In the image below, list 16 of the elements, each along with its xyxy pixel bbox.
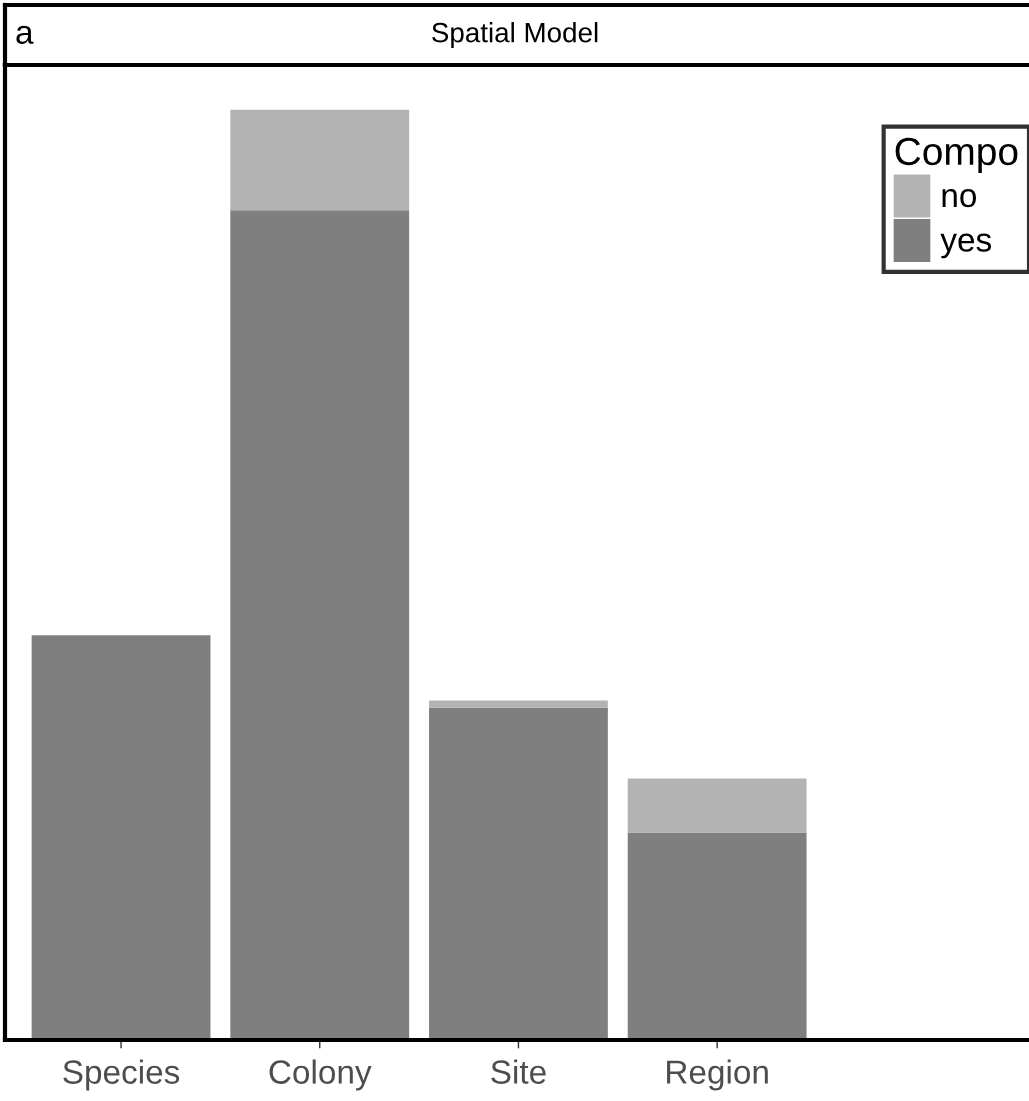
bar	[230, 210, 410, 1040]
x-tick-label: Species	[63, 1059, 180, 1091]
legend-label: yes	[940, 233, 991, 259]
bar	[31, 635, 211, 1040]
x-tick-label: Site	[491, 1059, 546, 1084]
x-tick-label: Region	[667, 1059, 768, 1091]
x-tick-label: Colony	[269, 1059, 372, 1091]
legend-label: no	[942, 188, 977, 208]
bar	[627, 778, 807, 833]
bar	[429, 707, 608, 1040]
bar	[627, 832, 807, 1040]
text: a	[16, 25, 34, 44]
chart-title: Spatial Model	[432, 22, 598, 48]
bar	[429, 700, 608, 708]
bar	[230, 109, 410, 211]
legend-title: Compo	[895, 137, 1018, 173]
